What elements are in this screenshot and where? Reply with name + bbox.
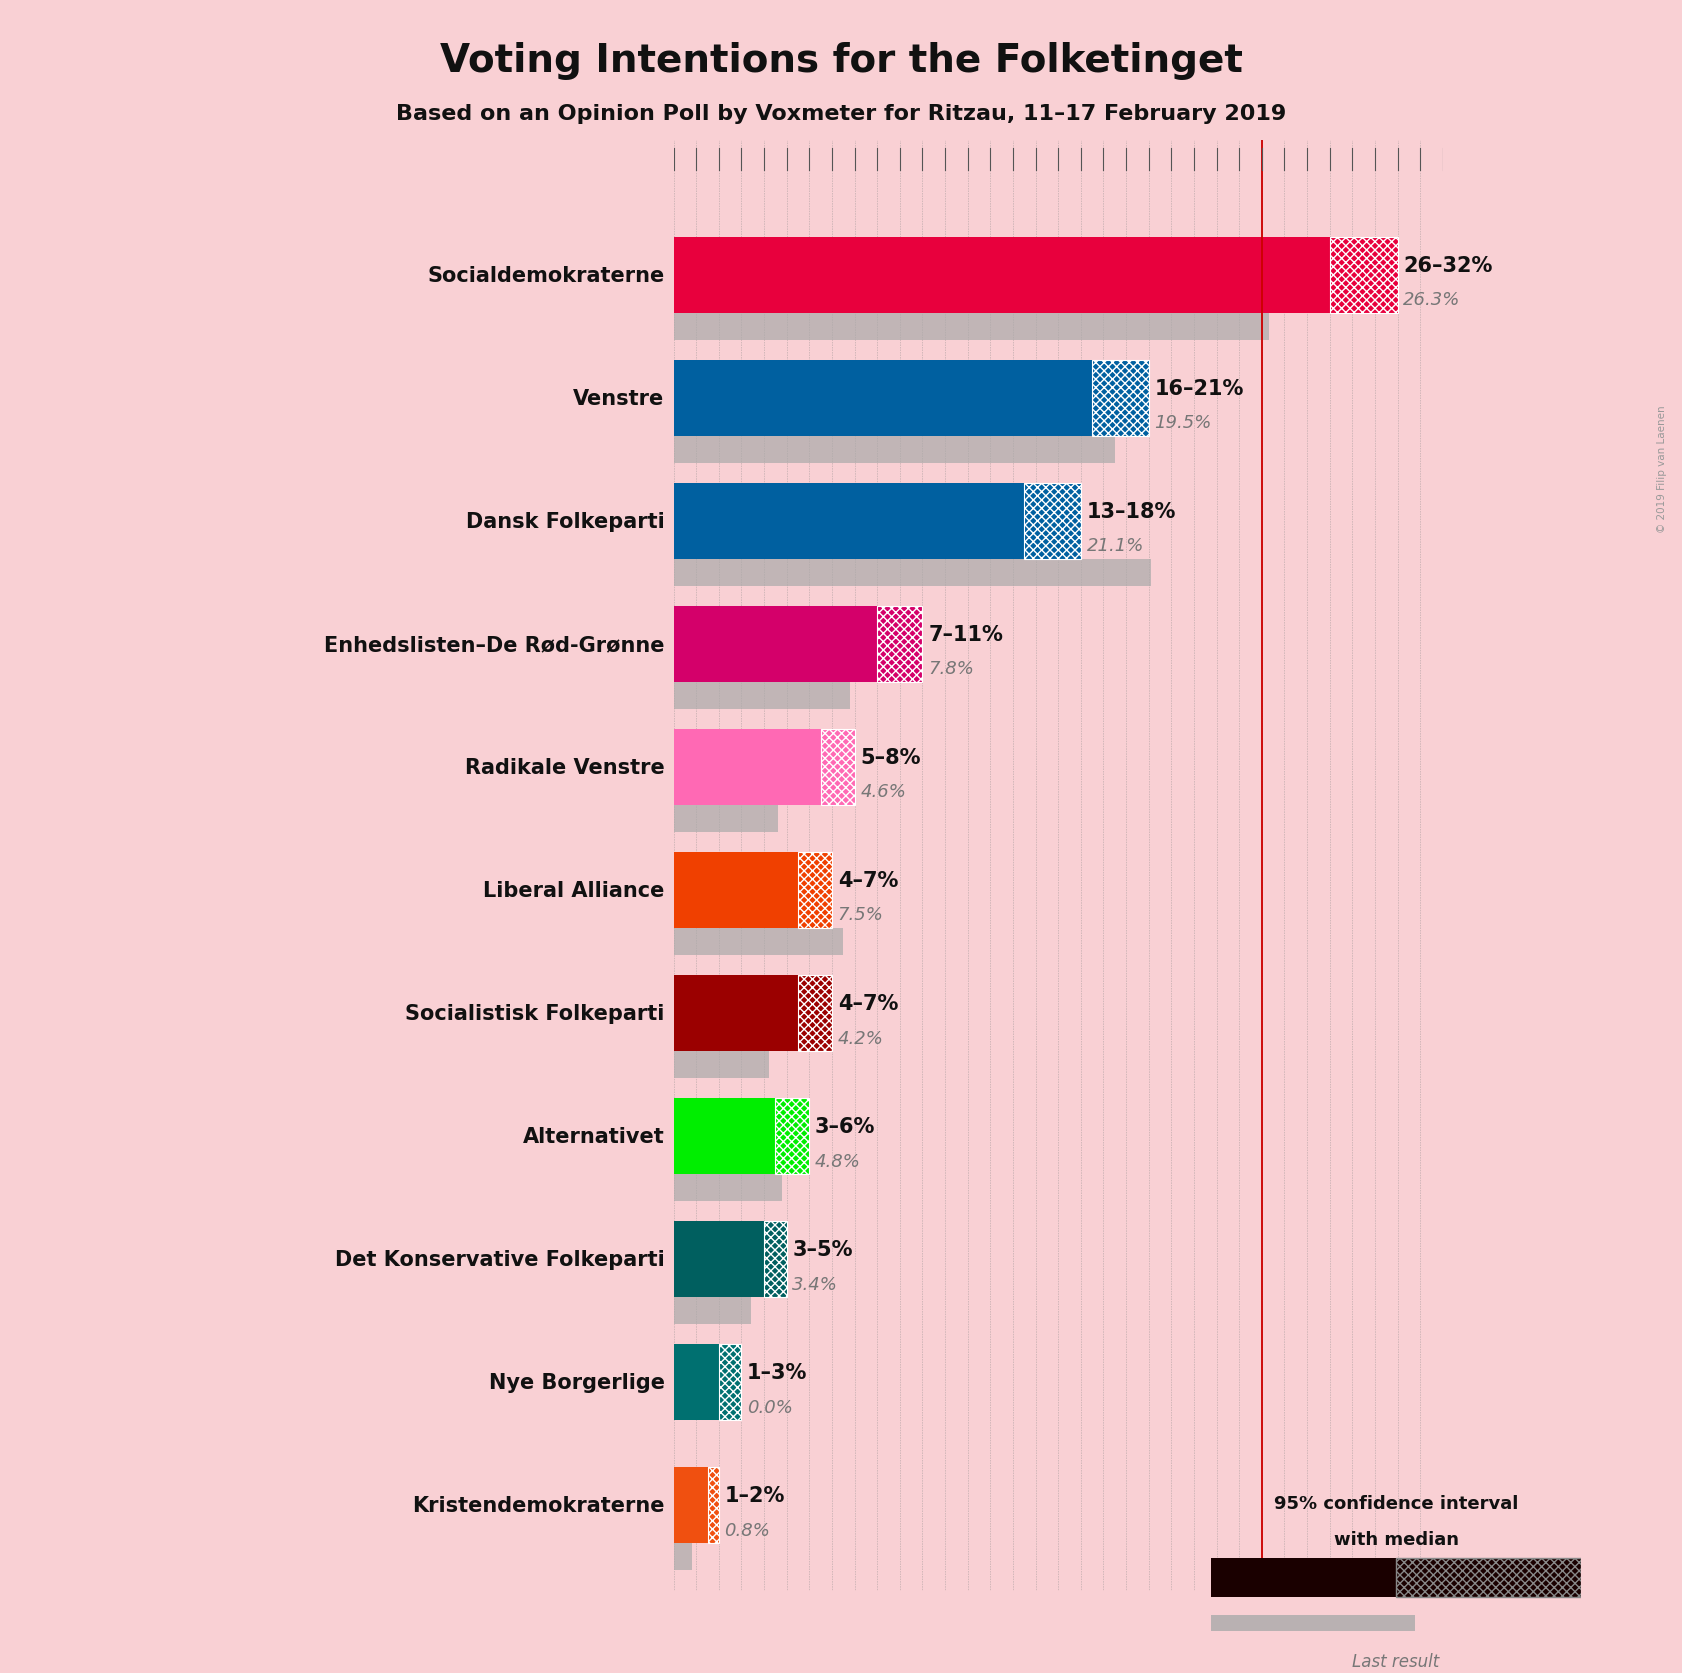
Text: 5–8%: 5–8%	[860, 748, 920, 768]
Text: 3–6%: 3–6%	[816, 1116, 875, 1136]
Text: 4–7%: 4–7%	[838, 870, 898, 890]
Text: 0.8%: 0.8%	[725, 1521, 770, 1539]
Text: 3.4%: 3.4%	[792, 1275, 838, 1293]
Text: 4–7%: 4–7%	[838, 994, 898, 1014]
Text: Socialdemokraterne: Socialdemokraterne	[427, 266, 664, 286]
Bar	[673, 729, 821, 805]
Text: Enhedslisten–De Rød-Grønne: Enhedslisten–De Rød-Grønne	[325, 634, 664, 654]
Bar	[673, 1174, 782, 1201]
Text: Kristendemokraterne: Kristendemokraterne	[412, 1496, 664, 1516]
Bar	[797, 975, 833, 1051]
Bar	[673, 929, 843, 955]
Text: 1–2%: 1–2%	[725, 1486, 785, 1506]
Text: 19.5%: 19.5%	[1154, 415, 1211, 432]
Text: 4.8%: 4.8%	[816, 1151, 861, 1169]
Bar	[1211, 1614, 1415, 1633]
Text: Dansk Folkeparti: Dansk Folkeparti	[466, 512, 664, 532]
Bar	[673, 1297, 750, 1325]
Bar	[673, 1051, 769, 1079]
Bar	[775, 1097, 809, 1174]
Bar	[673, 437, 1115, 463]
Text: Based on an Opinion Poll by Voxmeter for Ritzau, 11–17 February 2019: Based on an Opinion Poll by Voxmeter for…	[395, 104, 1287, 124]
Text: 7.5%: 7.5%	[838, 907, 883, 923]
Text: 13–18%: 13–18%	[1087, 502, 1176, 522]
Bar	[673, 683, 849, 709]
Bar	[673, 1467, 708, 1543]
Bar	[708, 1467, 718, 1543]
Text: 21.1%: 21.1%	[1087, 537, 1144, 555]
Text: Alternativet: Alternativet	[523, 1126, 664, 1146]
Bar	[673, 1343, 718, 1420]
Bar	[673, 805, 777, 833]
Bar	[673, 975, 797, 1051]
Bar	[878, 606, 922, 683]
Text: Nye Borgerlige: Nye Borgerlige	[488, 1372, 664, 1392]
Text: 16–21%: 16–21%	[1154, 378, 1243, 398]
Text: 0.0%: 0.0%	[747, 1397, 792, 1415]
Text: 7–11%: 7–11%	[928, 624, 1002, 644]
Text: 1–3%: 1–3%	[747, 1362, 807, 1382]
Text: 4.6%: 4.6%	[860, 783, 907, 801]
Text: Radikale Venstre: Radikale Venstre	[464, 758, 664, 778]
Bar	[673, 606, 878, 683]
Bar	[797, 852, 833, 929]
Text: 4.2%: 4.2%	[838, 1029, 883, 1047]
Bar	[1024, 483, 1082, 560]
Bar	[1396, 1558, 1581, 1598]
Text: 95% confidence interval: 95% confidence interval	[1273, 1494, 1519, 1512]
Bar	[1092, 360, 1149, 437]
Bar	[1330, 238, 1398, 315]
Bar	[673, 483, 1024, 560]
Bar	[673, 560, 1150, 587]
Bar	[673, 238, 1330, 315]
Bar	[821, 729, 854, 805]
Bar	[673, 1543, 691, 1571]
Text: 7.8%: 7.8%	[928, 661, 974, 678]
Bar	[764, 1221, 787, 1297]
Text: Last result: Last result	[1352, 1653, 1440, 1671]
Text: Socialistisk Folkeparti: Socialistisk Folkeparti	[405, 1004, 664, 1024]
Text: Liberal Alliance: Liberal Alliance	[483, 880, 664, 900]
Bar	[718, 1343, 742, 1420]
Text: 3–5%: 3–5%	[792, 1240, 853, 1260]
Text: 26–32%: 26–32%	[1403, 256, 1492, 276]
Text: 26.3%: 26.3%	[1403, 291, 1460, 310]
Bar	[673, 360, 1092, 437]
Text: Venstre: Venstre	[574, 388, 664, 408]
Bar	[673, 1221, 764, 1297]
Text: © 2019 Filip van Laenen: © 2019 Filip van Laenen	[1657, 405, 1667, 532]
Bar	[673, 315, 1268, 341]
Bar	[673, 852, 797, 929]
Bar	[1211, 1558, 1396, 1598]
Text: with median: with median	[1334, 1529, 1458, 1548]
Text: Voting Intentions for the Folketinget: Voting Intentions for the Folketinget	[439, 42, 1243, 80]
Bar	[673, 1097, 775, 1174]
Text: Det Konservative Folkeparti: Det Konservative Folkeparti	[335, 1250, 664, 1270]
